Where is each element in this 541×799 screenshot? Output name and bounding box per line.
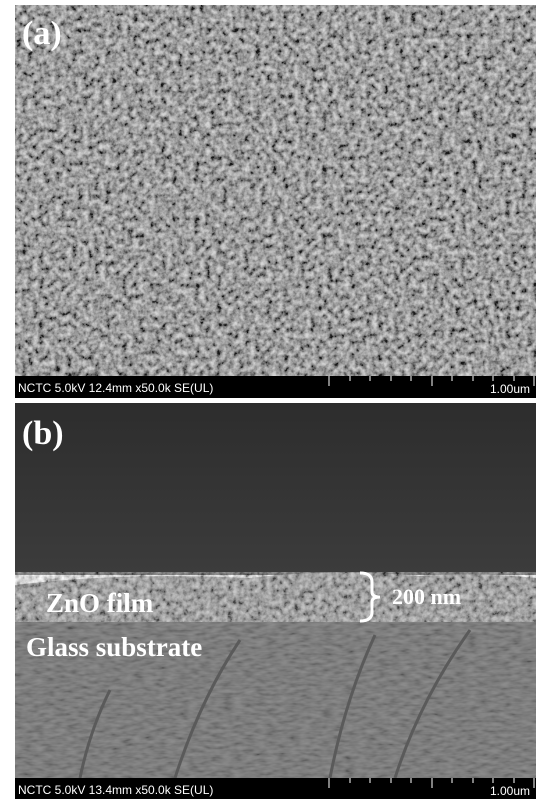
substrate-label: Glass substrate (26, 632, 202, 662)
surface-texture (15, 5, 536, 376)
background (15, 403, 536, 575)
scale-label: 1.00um (490, 382, 530, 396)
thickness-label: 200 nm (392, 584, 461, 609)
panel-b: (b) ZnO film Glass substrate 200 nm NCTC… (15, 403, 536, 799)
panel-a: (a) NCTC 5.0kV 12.4mm x50.0k SE(UL) 1.00… (15, 5, 536, 398)
info-text: NCTC 5.0kV 12.4mm x50.0k SE(UL) (18, 381, 213, 395)
panel-label: (b) (22, 415, 64, 452)
info-text: NCTC 5.0kV 13.4mm x50.0k SE(UL) (18, 783, 213, 797)
scale-label: 1.00um (490, 784, 530, 798)
figure: (a) NCTC 5.0kV 12.4mm x50.0k SE(UL) 1.00… (0, 0, 541, 799)
panel-label: (a) (22, 15, 62, 52)
film-label: ZnO film (46, 588, 154, 618)
